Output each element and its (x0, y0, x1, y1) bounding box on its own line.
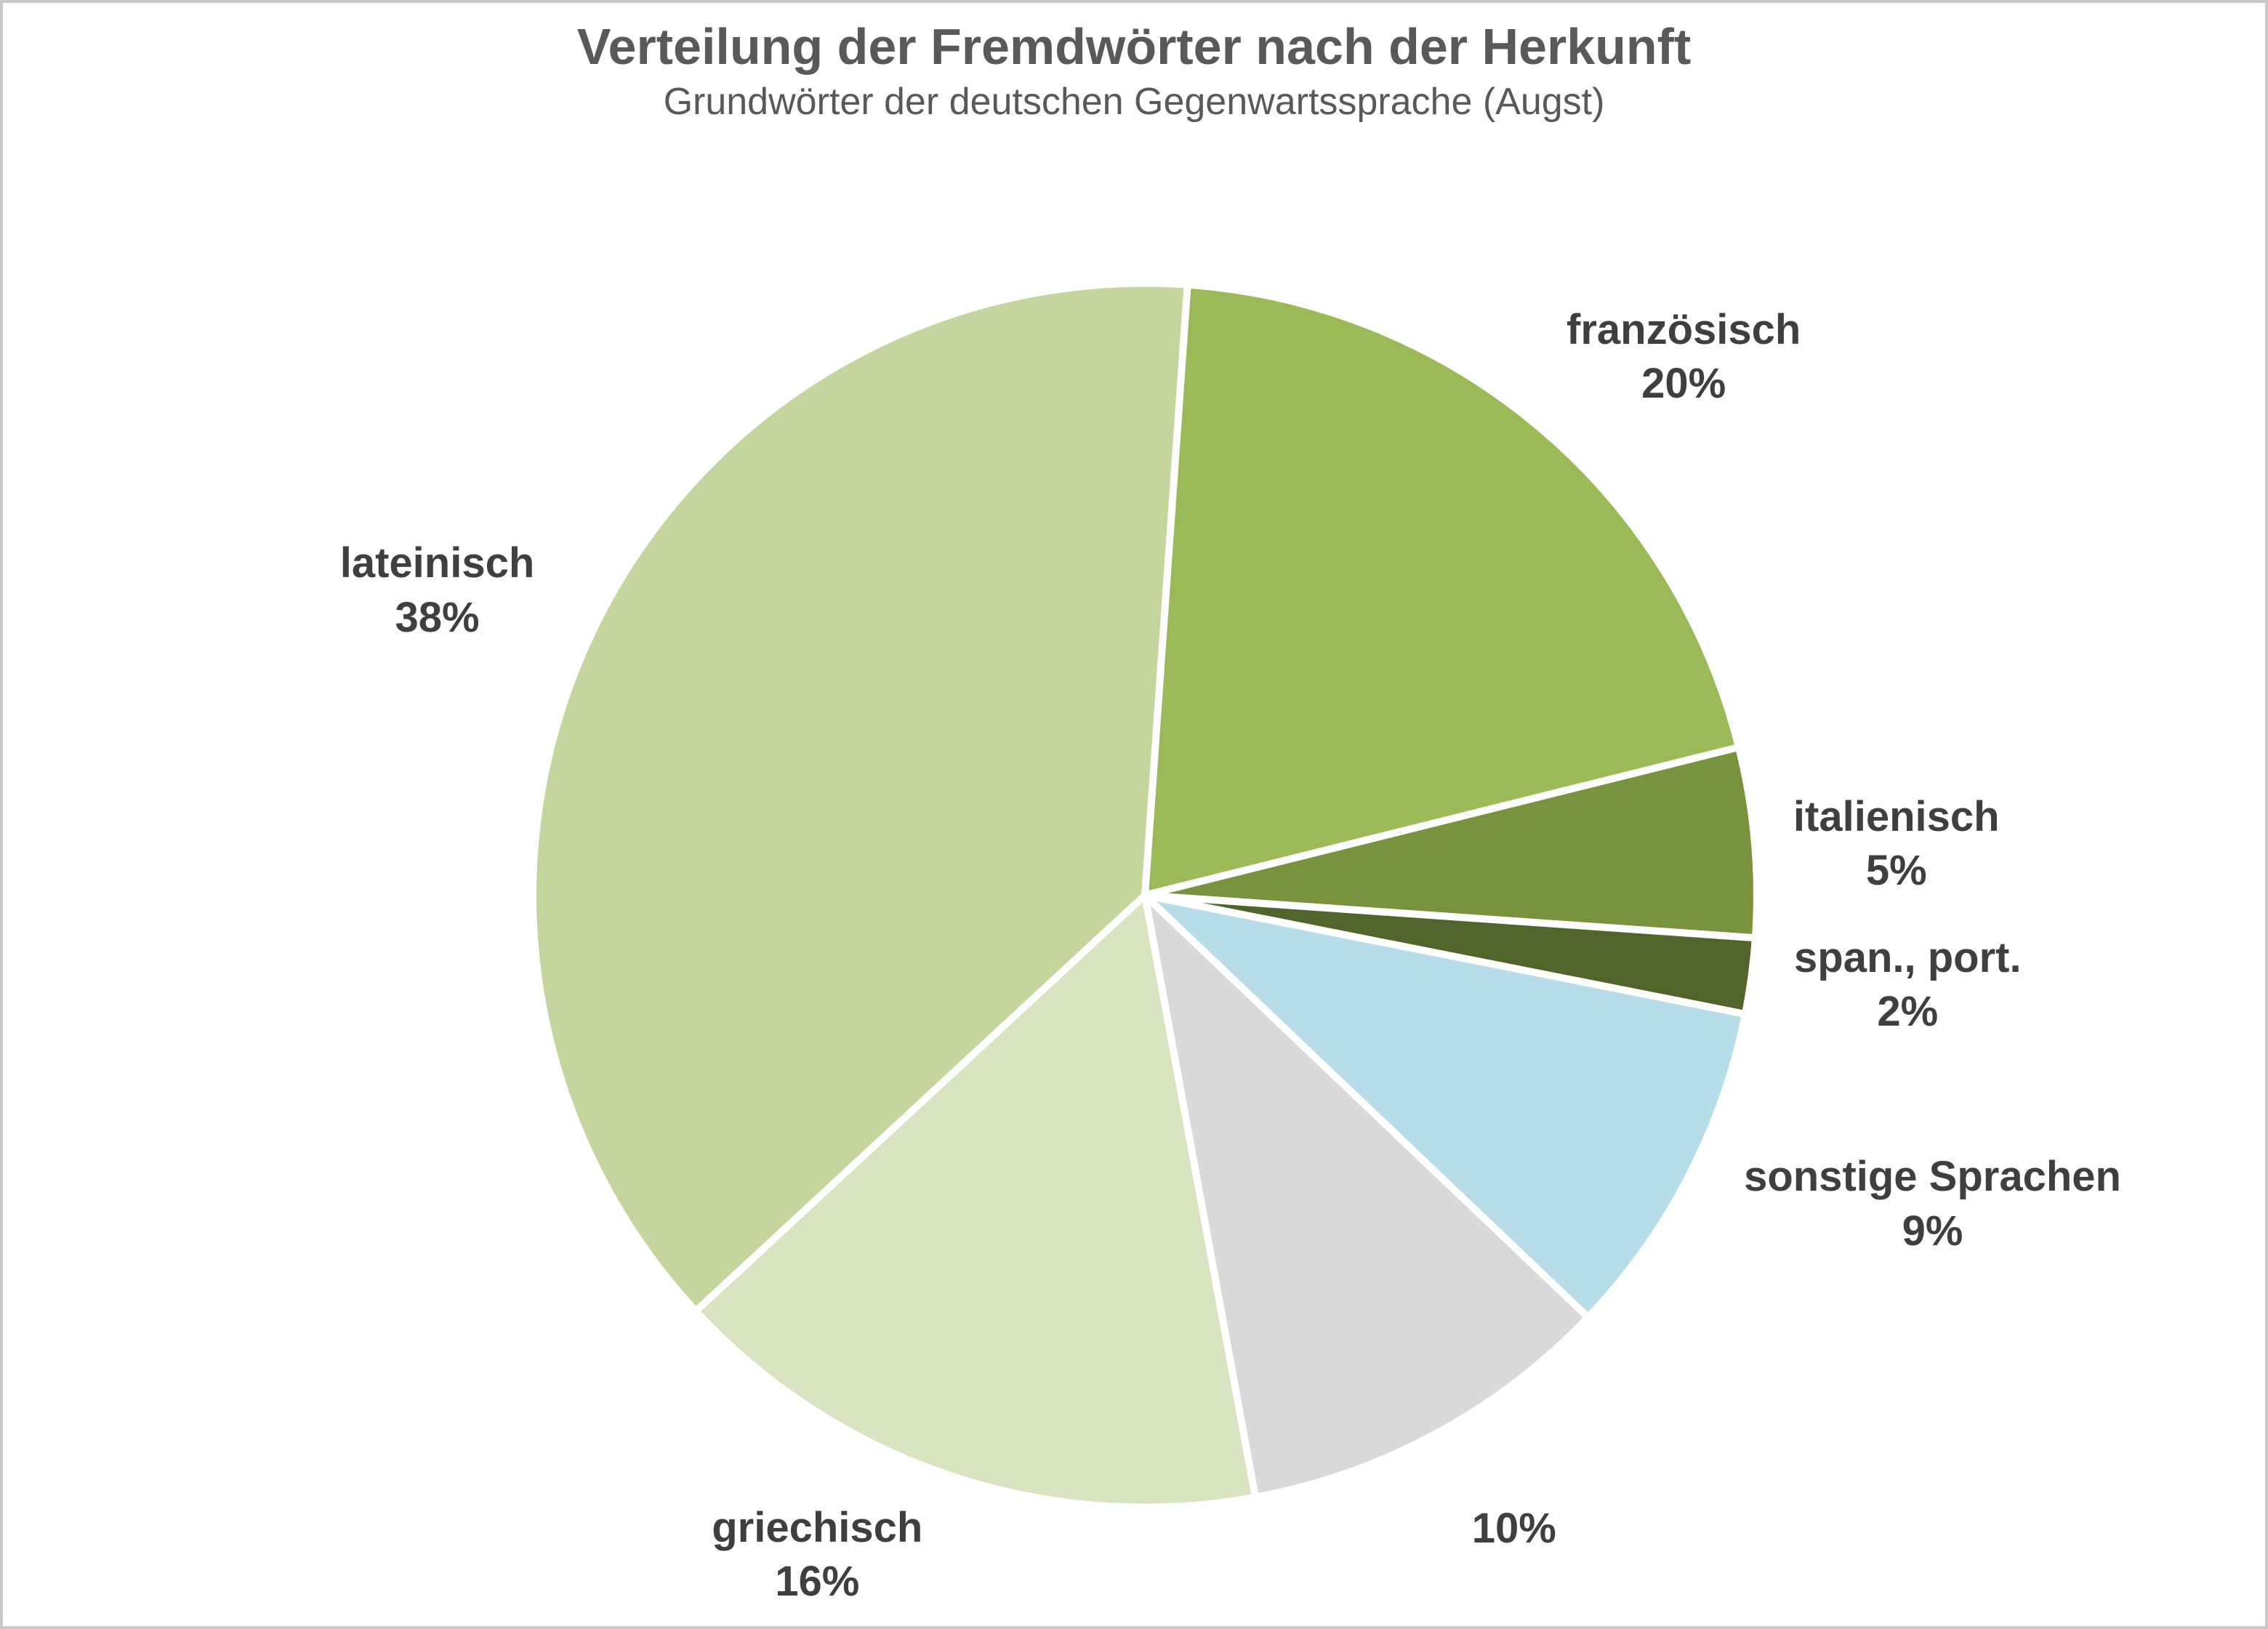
chart-header: Verteilung der Fremdwörter nach der Herk… (3, 19, 2265, 124)
slice-label-name: lateinisch (339, 539, 535, 587)
slice-label-value: 16% (775, 1557, 860, 1605)
pie-slice-sonstige-sprachen (1141, 891, 1749, 1322)
slice-label-span-port: span., port. 2% (1794, 931, 2022, 1039)
pie-chart (529, 279, 1761, 1511)
pie-slice-griechisch (692, 891, 1259, 1511)
slice-label-franzoesisch: französisch 20% (1567, 303, 1801, 411)
slice-label-unlabeled-10: 10% (1472, 1502, 1556, 1556)
slice-label-name: span., port. (1794, 933, 2022, 981)
slice-label-lateinisch: lateinisch 38% (340, 536, 535, 644)
chart-subtitle: Grundwörter der deutschen Gegenwartsspra… (663, 81, 1605, 123)
slice-label-value: 20% (1641, 359, 1726, 407)
slice-label-name: italienisch (1793, 792, 2000, 840)
slice-label-griechisch: griechisch 16% (712, 1501, 922, 1609)
chart-title: Verteilung der Fremdwörter nach der Herk… (576, 18, 1692, 75)
slice-label-italienisch: italienisch 5% (1793, 789, 2000, 897)
slice-label-value: 38% (395, 593, 480, 641)
slice-label-sonstige-sprachen: sonstige Sprachen 9% (1744, 1150, 2121, 1258)
slice-label-value: 5% (1865, 846, 1927, 894)
pie-slice-franzoesisch (1141, 281, 1742, 899)
pie-slice-italienisch (1141, 743, 1761, 942)
pie-slice-lateinisch (529, 279, 1191, 1315)
slice-label-name: französisch (1567, 305, 1801, 353)
slice-label-name: griechisch (712, 1503, 923, 1551)
slice-label-value: 2% (1877, 987, 1939, 1035)
slice-label-name: sonstige Sprachen (1744, 1153, 2121, 1201)
pie-slice-unlabeled (1141, 891, 1592, 1501)
slice-label-value: 9% (1902, 1207, 1963, 1255)
slice-label-value: 10% (1471, 1504, 1556, 1552)
